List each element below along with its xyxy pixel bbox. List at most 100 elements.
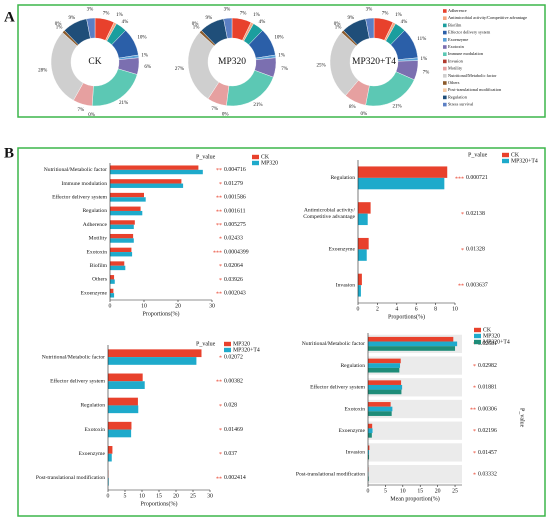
donut-segment	[91, 68, 138, 107]
bar	[358, 285, 361, 297]
significance-stars: *	[473, 473, 476, 479]
p-value: 0.03926	[224, 277, 243, 283]
category-label: Exoenzyme	[329, 247, 356, 253]
segment-label: 10%	[274, 36, 283, 41]
bar	[368, 411, 392, 416]
x-axis-label: Proportions(%)	[388, 313, 425, 320]
segment-label: 7%	[281, 67, 288, 72]
bar	[110, 233, 134, 239]
p-value: 0.01328	[466, 247, 485, 253]
category-label: Effector delivery system	[50, 378, 106, 385]
segment-label: 3%	[366, 7, 373, 12]
bar	[368, 402, 391, 407]
significance-stars: *	[219, 182, 222, 188]
legend-swatch	[443, 9, 447, 13]
segment-label: 1%	[335, 25, 342, 30]
p-value: 0.02064	[224, 263, 243, 269]
legend-swatch	[443, 30, 447, 35]
bar	[108, 397, 138, 406]
segment-label: 0%	[334, 22, 341, 27]
p-value: 0.01279	[224, 181, 243, 187]
legend-swatch	[443, 23, 447, 28]
category-label: Exotoxin	[84, 427, 105, 433]
legend-label: MP320	[261, 160, 278, 166]
legend-label: MP320+T4	[233, 347, 260, 353]
p-value: 0.00382	[224, 379, 243, 385]
bar	[110, 224, 134, 230]
x-tick-label: 2	[376, 306, 379, 312]
bar	[110, 265, 126, 271]
category-label: Invasion	[346, 450, 365, 456]
p-value: 0.000721	[466, 175, 488, 181]
legend-label: CK	[261, 154, 270, 160]
segment-label: 1%	[141, 54, 148, 59]
x-tick-label: 30	[209, 303, 215, 309]
segment-label: 25%	[317, 64, 326, 69]
legend-label: MP320+T4	[511, 158, 538, 164]
bar	[110, 252, 133, 257]
category-label: Immune modulation	[61, 181, 107, 187]
bar	[368, 450, 370, 455]
x-tick-label: 20	[175, 303, 181, 309]
bar	[358, 273, 362, 286]
significance-stars: *	[219, 428, 222, 434]
p-value: 0.002043	[224, 290, 246, 296]
bar	[110, 192, 144, 198]
legend-label: Nutritional/Metabolic factor	[448, 73, 497, 78]
p-value: 0.01881	[478, 385, 497, 391]
category-label: Nutritional/Metabolic factor	[44, 166, 107, 173]
legend-label: CK	[483, 327, 492, 333]
category-label: Regulation	[340, 363, 365, 369]
category-label: Exoenzyme	[79, 451, 106, 457]
category-label: Motility	[89, 236, 108, 242]
p-value: 0.02982	[478, 363, 497, 369]
significance-stars: *	[219, 278, 222, 284]
legend-swatch	[443, 38, 447, 42]
bar	[110, 288, 114, 294]
p-value-header: P_value	[196, 341, 216, 347]
legend-swatch	[443, 45, 447, 49]
significance-stars: **	[216, 209, 222, 215]
significance-stars: **	[216, 196, 222, 202]
bar	[358, 249, 367, 261]
p-value: 0.037	[224, 451, 237, 457]
bar	[368, 389, 402, 395]
bar	[110, 261, 125, 266]
x-tick-label: 0	[107, 493, 110, 499]
segment-label: 0%	[88, 113, 95, 118]
segment-label: 1%	[56, 25, 63, 30]
bar	[368, 454, 370, 460]
x-tick-label: 0	[357, 306, 360, 312]
segment-label: 27%	[175, 67, 184, 72]
category-label: Effector delivery system	[310, 384, 366, 391]
segment-label: 1%	[253, 13, 260, 18]
p-value: 0.02072	[224, 354, 243, 360]
donut-segment	[86, 17, 96, 39]
p-value: 0.00306	[478, 406, 497, 412]
segment-label: 7%	[77, 108, 84, 113]
category-label: Exotoxin	[344, 406, 365, 412]
segment-label: 21%	[119, 101, 128, 106]
segment-label: 8%	[349, 105, 356, 110]
category-label: Others	[92, 277, 107, 283]
bar	[110, 169, 203, 175]
legend-swatch	[443, 59, 447, 64]
legend-swatch	[224, 347, 231, 353]
category-label: Regulation	[82, 208, 107, 214]
p-value: 0.02196	[478, 428, 497, 434]
bar	[110, 197, 146, 202]
x-tick-label: 6	[415, 306, 418, 312]
category-label: Exoenzyme	[339, 428, 366, 434]
row-shading	[368, 443, 462, 462]
legend-label: MP320	[233, 341, 250, 347]
bar	[358, 202, 371, 214]
bar	[358, 177, 445, 190]
segment-label: 28%	[38, 69, 47, 74]
donut-center-label: MP320+T4	[352, 57, 396, 67]
x-tick-label: 30	[207, 493, 213, 499]
x-tick-label: 10	[139, 493, 145, 499]
bar	[368, 380, 402, 385]
bar	[368, 428, 373, 434]
significance-stars: *	[473, 342, 476, 348]
segment-label: 21%	[393, 104, 402, 109]
